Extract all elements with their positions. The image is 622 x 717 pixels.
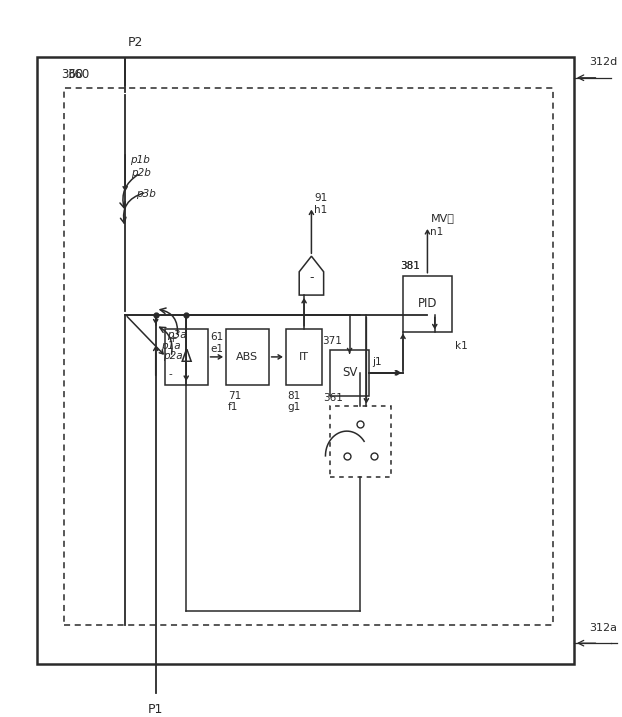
Bar [285, 328, 322, 385]
Text: MV値: MV値 [430, 213, 454, 223]
Text: 61: 61 [210, 332, 223, 342]
Text: p1a: p1a [160, 341, 180, 351]
Polygon shape [299, 256, 323, 295]
Text: f1: f1 [228, 402, 238, 412]
Text: 312a: 312a [589, 622, 617, 632]
Bar [330, 350, 369, 396]
Text: 71: 71 [228, 391, 241, 401]
Text: p3b: p3b [136, 189, 156, 199]
Text: 360: 360 [67, 68, 90, 81]
Text: k1: k1 [455, 341, 468, 351]
Bar [226, 328, 269, 385]
Bar [37, 57, 574, 665]
Text: +: + [169, 334, 177, 344]
Text: p3a: p3a [167, 330, 187, 340]
Text: e1: e1 [210, 344, 223, 354]
Text: P2: P2 [128, 37, 144, 49]
Text: -: - [169, 369, 172, 379]
Text: p2b: p2b [131, 168, 151, 178]
Text: g1: g1 [287, 402, 301, 412]
Text: P1: P1 [148, 703, 164, 716]
Text: -: - [309, 271, 313, 284]
Text: n1: n1 [430, 227, 443, 237]
Text: Δ: Δ [180, 348, 192, 366]
Text: j1: j1 [372, 357, 381, 367]
Bar [64, 88, 552, 625]
Text: ABS: ABS [236, 352, 258, 362]
Text: SV: SV [342, 366, 357, 379]
Text: 361: 361 [323, 393, 343, 403]
Text: h1: h1 [315, 205, 328, 215]
Text: 312d: 312d [589, 57, 618, 67]
Text: 371: 371 [322, 336, 342, 346]
Text: p2a: p2a [163, 351, 183, 361]
Text: 91: 91 [315, 193, 328, 203]
Text: 360: 360 [61, 68, 83, 81]
Text: 381: 381 [400, 262, 420, 272]
Text: 381: 381 [400, 262, 420, 272]
Text: IT: IT [299, 352, 309, 362]
Text: 81: 81 [287, 391, 301, 401]
Text: p1b: p1b [130, 156, 150, 166]
Bar [330, 407, 391, 477]
Text: PID: PID [418, 298, 437, 310]
Bar [403, 275, 452, 332]
Bar [165, 328, 208, 385]
